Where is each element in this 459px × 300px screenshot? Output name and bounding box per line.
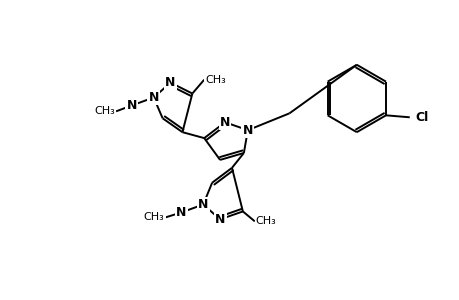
Text: CH₃: CH₃ — [255, 216, 276, 226]
Text: N: N — [219, 116, 230, 129]
Text: N: N — [176, 206, 186, 219]
Text: CH₃: CH₃ — [144, 212, 164, 222]
Text: N: N — [165, 76, 175, 89]
Text: N: N — [198, 198, 208, 211]
Text: Cl: Cl — [415, 111, 428, 124]
Text: N: N — [242, 124, 252, 137]
Text: CH₃: CH₃ — [94, 106, 115, 116]
Text: N: N — [214, 213, 225, 226]
Text: N: N — [126, 99, 137, 112]
Text: CH₃: CH₃ — [205, 75, 225, 85]
Text: N: N — [148, 91, 158, 104]
